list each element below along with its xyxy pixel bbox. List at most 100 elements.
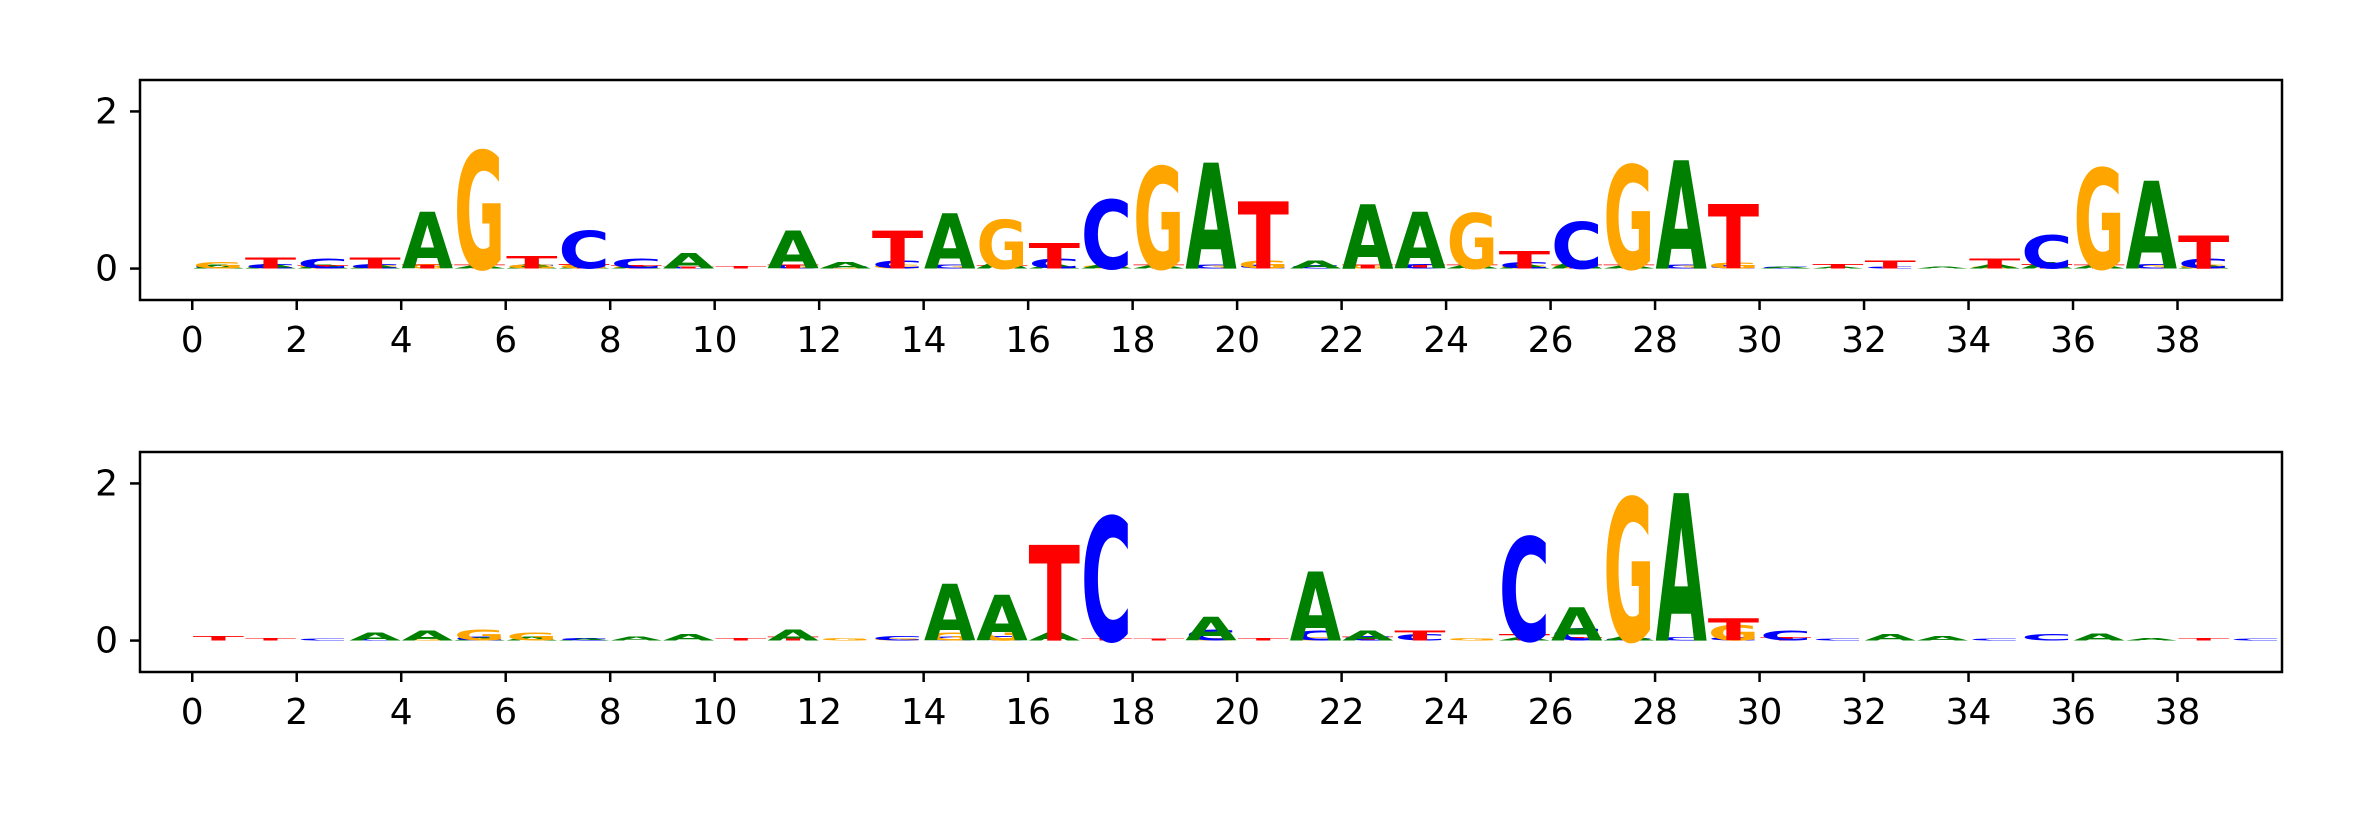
logo-letter-T: T [297, 265, 349, 270]
logo-letter-C: C [924, 636, 975, 642]
logo-letter-A: A [1081, 263, 1133, 271]
logo-letter-G: G [976, 208, 1027, 285]
logo-letter-T: T [1238, 183, 1289, 290]
logo-letter-T: T [663, 267, 715, 270]
logo-letter-T: T [1029, 237, 1080, 277]
y-tick-label: 2 [95, 91, 118, 132]
x-tick-label: 30 [1737, 320, 1783, 361]
logo-letter-G: G [2074, 142, 2125, 302]
logo-letter-A: A [663, 249, 714, 274]
logo-letter-G: G [1447, 638, 1498, 642]
logo-letter-A: A [2126, 157, 2177, 297]
logo-panel-bottom: T T C CA GA ACG AG AC A A T TA G GC CGA CGA AT TC T GCA T GCA… [95, 450, 2284, 733]
y-tick-label: 0 [95, 621, 118, 662]
logo-letter-T: T [1551, 637, 1603, 642]
logo-letter-T: T [1133, 639, 1185, 642]
logo-letter-G: G [454, 627, 505, 645]
x-tick-label: 20 [1214, 692, 1260, 733]
x-tick-label: 4 [390, 692, 413, 733]
logo-letter-A: A [1969, 264, 2021, 270]
logo-letter-C: C [1029, 257, 1080, 272]
logo-letter-C: C [1655, 264, 1706, 270]
logo-letter-G: G [1342, 264, 1393, 270]
logo-letter-G: G [872, 264, 923, 270]
logo-letter-C: C [558, 638, 609, 642]
logo-letter-C: C [297, 639, 348, 642]
logo-letter-C: C [2230, 639, 2281, 642]
logo-letter-C: C [1864, 267, 1915, 270]
logo-letter-T: T [1499, 633, 1551, 643]
logo-letter-C: C [2021, 226, 2072, 279]
logo-letter-G: G [1656, 265, 1707, 270]
logo-letter-C: C [349, 639, 400, 642]
logo-letter-A: A [1603, 635, 1655, 643]
logo-letter-T: T [1969, 257, 2021, 272]
logo-letter-G: G [1185, 638, 1236, 642]
logo-letter-A: A [1551, 599, 1602, 651]
x-tick-label: 6 [494, 320, 517, 361]
logo-letter-G: G [976, 623, 1027, 646]
x-tick-label: 38 [2155, 692, 2201, 733]
x-tick-label: 18 [1110, 692, 1156, 733]
logo-letter-G: G [193, 261, 244, 271]
logo-letter-G: G [297, 265, 348, 270]
logo-letter-A: A [1185, 611, 1237, 649]
logo-letter-T: T [1342, 264, 1394, 270]
x-tick-label: 10 [692, 692, 738, 733]
x-tick-label: 32 [1841, 320, 1887, 361]
logo-letter-T: T [2178, 226, 2230, 279]
logo-letter-A: A [1029, 631, 1081, 643]
logo-letter-T: T [715, 266, 767, 270]
logo-letter-G: G [1708, 262, 1759, 271]
logo-letter-C: C [1603, 638, 1654, 642]
x-tick-label: 12 [796, 320, 842, 361]
logo-letter-C: C [506, 264, 557, 270]
logo-letter-C: C [1655, 637, 1706, 642]
logo-letter-T: T [1394, 264, 1446, 270]
logo-letter-A: A [2126, 638, 2178, 642]
x-tick-label: 14 [901, 692, 947, 733]
logo-letter-G: G [611, 266, 662, 270]
x-tick-label: 34 [1946, 692, 1992, 733]
logo-letter-A: A [297, 264, 349, 270]
logo-letter-T: T [454, 264, 506, 270]
axes-frame [138, 450, 2284, 674]
logo-letter-C: C [924, 264, 975, 270]
logo-letter-G: G [924, 630, 975, 643]
logo-letter-A: A [924, 570, 976, 660]
logo-letter-T: T [1864, 259, 1916, 272]
logo-letter-A: A [1133, 264, 1185, 270]
logo-letter-T: T [1447, 264, 1499, 270]
logo-letter-C: C [454, 636, 505, 642]
x-tick-label: 14 [901, 320, 947, 361]
logo-letter-A: A [924, 199, 975, 287]
logo-letter-C: C [1812, 639, 1863, 642]
logo-letter-A: A [976, 583, 1028, 656]
logo-letter-G: G [1185, 265, 1236, 270]
logo-letter-C: C [2178, 257, 2229, 272]
logo-letter-A: A [1655, 452, 1706, 688]
logo-letter-T: T [1708, 613, 1759, 648]
logo-letter-C: C [663, 267, 714, 270]
logo-letter-C: C [1394, 263, 1445, 271]
x-tick-label: 8 [599, 320, 622, 361]
x-tick-label: 26 [1528, 320, 1574, 361]
logo-letter-C: C [1760, 629, 1811, 644]
logo-letter-A: A [1917, 635, 1969, 643]
logo-letter-T: T [976, 265, 1028, 270]
logo-letter-A: A [1499, 264, 1551, 270]
logo-letter-C: C [2021, 633, 2072, 643]
logo-letter-A: A [2073, 264, 2125, 270]
logo-letter-A: A [1864, 633, 1916, 643]
logo-letter-T: T [1238, 638, 1290, 642]
x-tick-label: 16 [1005, 692, 1051, 733]
logo-letter-G: G [2126, 265, 2177, 270]
logo-letter-C: C [1551, 208, 1602, 284]
logo-letter-T: T [245, 638, 297, 642]
logo-letter-A: A [1499, 637, 1551, 642]
x-tick-label: 4 [390, 320, 413, 361]
logo-letter-T: T [1812, 263, 1864, 271]
logo-letter-G: G [872, 638, 923, 642]
logo-letter-A: A [454, 265, 506, 270]
